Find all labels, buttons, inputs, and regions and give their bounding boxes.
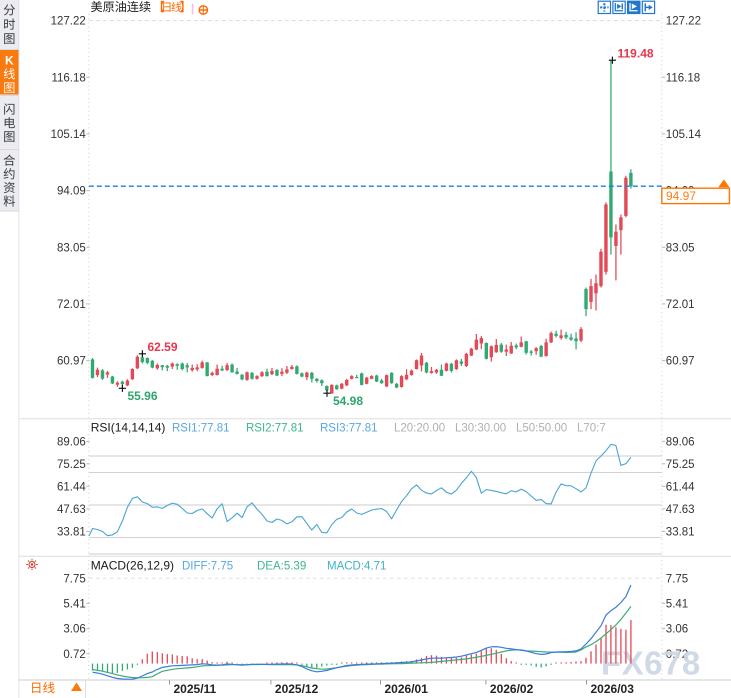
svg-text:0.72: 0.72	[63, 649, 85, 661]
svg-text:L50:50.00: L50:50.00	[516, 422, 567, 434]
svg-text:75.25: 75.25	[666, 459, 695, 471]
svg-text:K: K	[5, 53, 14, 67]
svg-text:2026/02: 2026/02	[490, 682, 534, 696]
svg-text:3.06: 3.06	[666, 624, 688, 636]
svg-text:L20:20.00: L20:20.00	[394, 422, 445, 434]
svg-text:MACD(26,12,9): MACD(26,12,9)	[91, 558, 174, 572]
svg-text:83.05: 83.05	[57, 242, 86, 254]
svg-text:61.44: 61.44	[666, 481, 695, 493]
svg-text:105.14: 105.14	[51, 129, 87, 141]
svg-text:116.18: 116.18	[666, 72, 700, 84]
svg-text:94.97: 94.97	[666, 189, 696, 203]
svg-text:2026/01: 2026/01	[385, 682, 429, 696]
svg-text:L70:7: L70:7	[577, 422, 606, 434]
svg-text:47.63: 47.63	[57, 504, 86, 516]
svg-text:60.97: 60.97	[666, 356, 695, 368]
svg-text:FX678: FX678	[601, 645, 701, 682]
svg-text:DIFF:7.75: DIFF:7.75	[182, 560, 233, 572]
svg-text:2026/03: 2026/03	[591, 682, 635, 696]
svg-text:0.72: 0.72	[666, 649, 688, 661]
svg-text:116.18: 116.18	[51, 72, 85, 84]
svg-text:MACD:4.71: MACD:4.71	[327, 560, 386, 572]
svg-text:RSI3:77.81: RSI3:77.81	[320, 422, 378, 434]
svg-text:54.98: 54.98	[333, 394, 363, 408]
svg-text:33.81: 33.81	[666, 527, 695, 539]
svg-text:7.75: 7.75	[666, 573, 688, 585]
svg-text:3.06: 3.06	[63, 624, 85, 636]
svg-text:RSI2:77.81: RSI2:77.81	[246, 422, 304, 434]
svg-text:127.22: 127.22	[666, 16, 701, 28]
svg-text:105.14: 105.14	[666, 129, 702, 141]
svg-text:72.01: 72.01	[57, 299, 86, 311]
svg-text:83.05: 83.05	[666, 242, 695, 254]
svg-text:127.22: 127.22	[51, 16, 86, 28]
svg-text:60.97: 60.97	[57, 356, 86, 368]
svg-text:L30:30.00: L30:30.00	[455, 422, 506, 434]
svg-text:7.75: 7.75	[63, 573, 85, 585]
svg-text:DEA:5.39: DEA:5.39	[257, 560, 306, 572]
svg-text:62.59: 62.59	[148, 340, 178, 354]
svg-text:2025/12: 2025/12	[275, 682, 319, 696]
svg-text:2025/11: 2025/11	[174, 682, 217, 696]
svg-text:RSI(14,14,14): RSI(14,14,14)	[91, 420, 166, 434]
svg-text:47.63: 47.63	[666, 504, 695, 516]
svg-text:119.48: 119.48	[618, 47, 654, 61]
svg-text:33.81: 33.81	[57, 527, 86, 539]
svg-text:75.25: 75.25	[57, 459, 86, 471]
svg-text:72.01: 72.01	[666, 299, 695, 311]
svg-text:5.41: 5.41	[666, 598, 688, 610]
svg-text:89.06: 89.06	[57, 436, 86, 448]
svg-text:5.41: 5.41	[63, 598, 85, 610]
svg-text:RSI1:77.81: RSI1:77.81	[172, 422, 230, 434]
svg-text:89.06: 89.06	[666, 436, 695, 448]
svg-text:55.96: 55.96	[128, 389, 158, 403]
svg-text:94.09: 94.09	[57, 186, 86, 198]
svg-text:61.44: 61.44	[57, 481, 86, 493]
